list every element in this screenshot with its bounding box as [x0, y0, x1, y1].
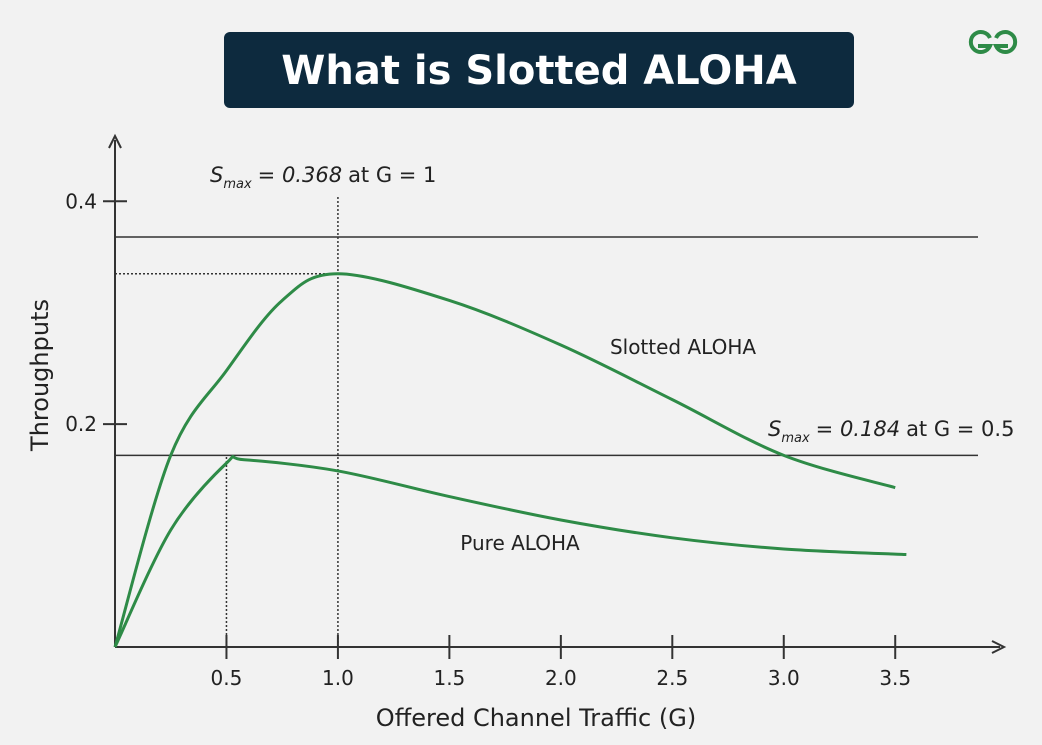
- annotation-tail: at G = 1: [348, 163, 436, 187]
- x-tick-label: 2.0: [545, 666, 577, 690]
- annotation: Smax = 0.184 at G = 0.5: [768, 417, 1014, 446]
- annotation-value: = 0.368: [258, 163, 342, 187]
- title-box: [224, 32, 854, 108]
- x-tick-label: 0.5: [211, 666, 243, 690]
- annotation-value: = 0.184: [816, 417, 900, 441]
- logo: [968, 30, 1018, 54]
- series-line: [113, 455, 907, 648]
- x-tick-label: 1.0: [322, 666, 354, 690]
- y-axis-label: Throughputs: [26, 299, 54, 452]
- series-label: Slotted ALOHA: [610, 335, 756, 359]
- annotation-tail: at G = 0.5: [906, 417, 1014, 441]
- x-tick-label: 2.5: [656, 666, 688, 690]
- x-tick-label: 3.5: [879, 666, 911, 690]
- series-label: Pure ALOHA: [460, 531, 580, 555]
- x-axis-label: Offered Channel Traffic (G): [376, 704, 696, 732]
- x-tick-label: 1.5: [433, 666, 465, 690]
- annotation: Smax = 0.368 at G = 1: [210, 163, 436, 192]
- series-line: [113, 272, 896, 648]
- x-arrow: [991, 640, 1007, 654]
- annotation-symbol: S: [210, 163, 223, 187]
- chart-title: What is Slotted ALOHA: [281, 48, 797, 94]
- y-arrow: [108, 133, 122, 149]
- annotation-subscript: max: [223, 177, 252, 192]
- y-tick-label: 0.2: [65, 412, 97, 436]
- annotation-symbol: S: [768, 417, 781, 441]
- y-tick-label: 0.4: [65, 189, 97, 213]
- annotation-subscript: max: [781, 431, 810, 446]
- x-tick-label: 3.0: [768, 666, 800, 690]
